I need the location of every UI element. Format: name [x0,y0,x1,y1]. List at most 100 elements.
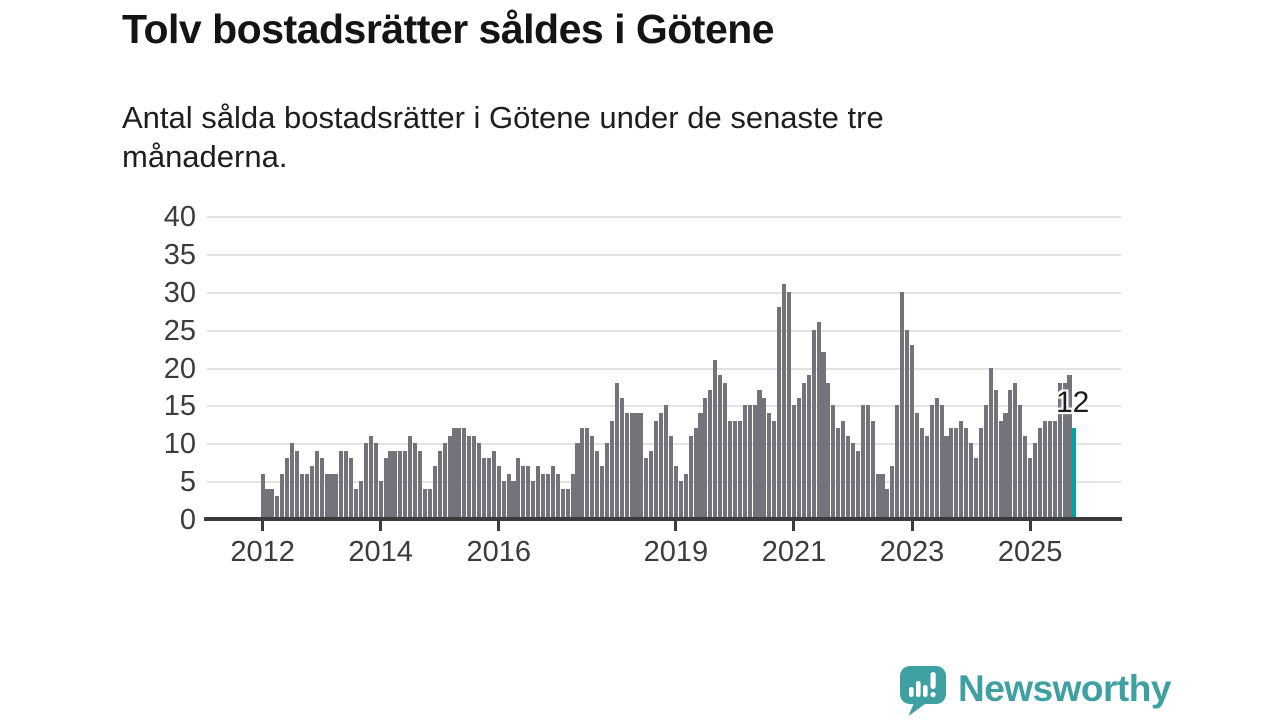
gridline-40 [207,216,1121,218]
bar [609,420,614,519]
bar [516,458,521,519]
newsworthy-logo: Newsworthy [900,666,1171,716]
bar [600,465,605,519]
bar [905,329,910,519]
gridline-25 [207,329,1121,332]
bar [260,473,265,519]
bar [973,458,979,519]
bar [841,420,846,519]
bar [467,435,472,519]
bar [413,443,418,519]
bar [885,488,890,519]
bar [983,405,988,519]
bar [452,428,457,519]
bar [757,390,762,519]
bar [1003,412,1008,519]
bar [855,450,860,519]
bar [777,306,782,519]
bar [949,428,954,519]
bar [939,405,944,519]
x-tick-2016 [497,521,501,531]
bar [629,412,634,519]
bar [275,496,280,519]
bar [673,465,678,519]
bar [506,473,511,519]
bar [954,428,959,519]
bar [383,458,388,519]
bar [477,443,482,519]
bar [796,397,801,519]
bar [294,450,300,519]
bar [929,405,934,519]
bar [934,397,939,519]
bar [531,481,536,519]
chart-subtitle-line1: Antal sålda bostadsrätter i Götene under… [122,100,884,135]
bar [683,473,688,519]
x-tick-2012 [261,521,265,531]
bar [565,488,570,519]
bar [619,397,624,519]
bar [354,488,359,519]
bar [747,405,752,519]
y-tick-label-40: 40 [163,201,196,233]
bar [570,473,575,519]
bar [1042,420,1047,519]
last-value-annotation: 12 [1056,386,1090,419]
bar [688,435,693,519]
y-tick-label-25: 25 [163,314,196,347]
bar [880,473,885,519]
y-tick-label-15: 15 [163,390,196,423]
x-tick-label-2016: 2016 [466,536,531,568]
bar [575,443,580,519]
x-tick-2019 [674,521,678,531]
chart-subtitle-line2: månaderna. [122,139,288,174]
bar [644,458,649,519]
bar [988,367,993,519]
bar [511,481,516,519]
bar [806,375,811,519]
bar [723,382,728,519]
x-tick-2025 [1028,521,1032,531]
bar [319,458,324,519]
bar [727,420,733,519]
bar [634,412,639,519]
bar [816,322,821,519]
bar [309,465,314,519]
bar [501,481,506,519]
bar [486,458,491,519]
bar [393,450,398,519]
bar [555,473,560,519]
bar [536,465,541,519]
bar [993,390,998,519]
bar [678,481,683,519]
bar [772,420,777,519]
bar [521,465,526,519]
bar [1047,420,1052,519]
bar [481,458,487,519]
bar [659,412,664,519]
bar [604,443,610,519]
x-tick-label-2021: 2021 [761,536,827,568]
gridline-30 [207,291,1121,294]
bar [373,443,378,519]
x-tick-label-2025: 2025 [997,536,1063,568]
bar [496,465,501,519]
current-period-bar [1072,428,1077,519]
y-tick-label-10: 10 [163,428,196,461]
bar [639,412,644,519]
bar [944,435,949,519]
bar [693,428,698,519]
bar [427,488,432,519]
bar [349,458,354,519]
bar [472,435,477,519]
bar [713,359,718,519]
bar [821,352,826,519]
bar [398,450,403,519]
bar [270,488,275,519]
bar [801,382,806,519]
bar [786,291,792,519]
bar [339,450,344,519]
bar [388,450,393,519]
bar [742,405,747,519]
